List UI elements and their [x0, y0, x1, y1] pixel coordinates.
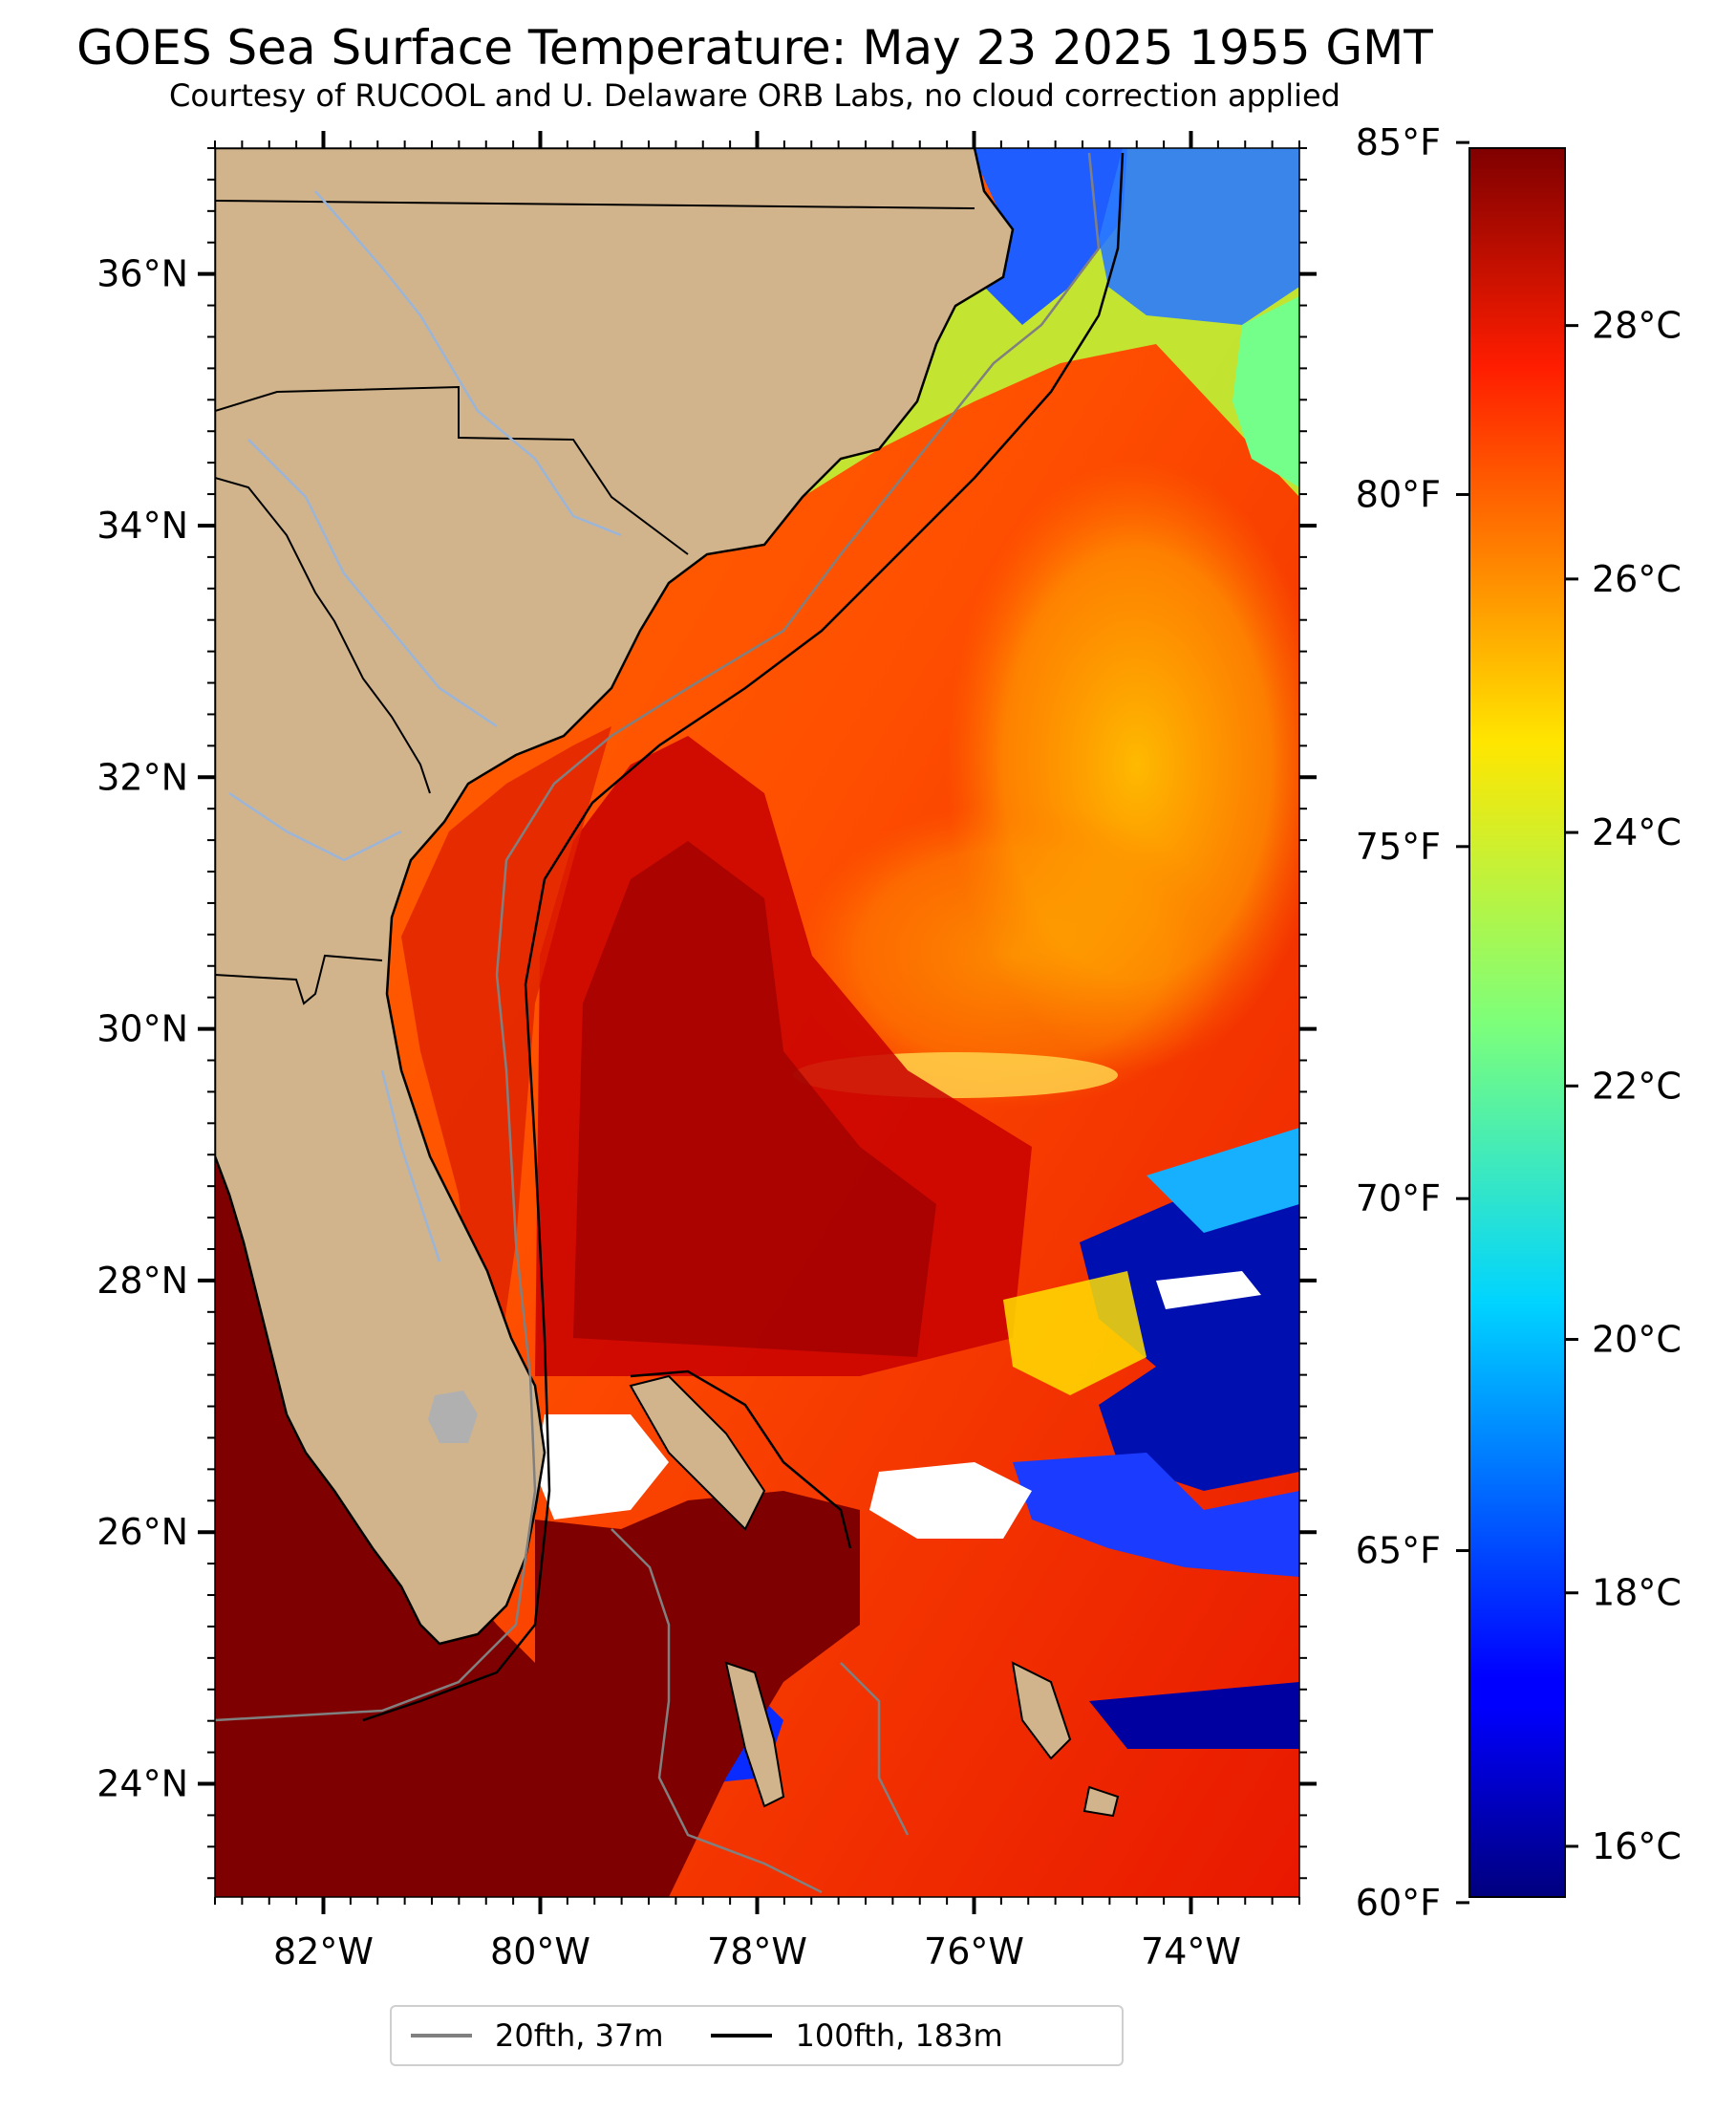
lat-label: 24°N [96, 1763, 188, 1805]
state-border [215, 477, 431, 794]
warm-eddy [793, 803, 1232, 1109]
map-subtitle: Courtesy of RUCOOL and U. Delaware ORB L… [169, 77, 1340, 114]
no-data-region [1156, 1271, 1261, 1309]
no-data-region [535, 1414, 669, 1520]
gulf-stream-core [573, 841, 936, 1357]
cool-water-region [1003, 1271, 1147, 1395]
cloud-contaminated-region [1013, 1453, 1299, 1577]
lon-label: 74°W [1141, 1930, 1241, 1973]
legend-line-swatch [711, 2034, 773, 2038]
lon-label: 78°W [707, 1930, 807, 1973]
cold-water-region [970, 148, 1127, 325]
bahamas-island [724, 1661, 785, 1808]
celsius-label: 22°C [1592, 1065, 1682, 1107]
fahrenheit-label: 80°F [1356, 473, 1441, 515]
river [380, 1069, 441, 1262]
isobath-legend: 20fth, 37m 100fth, 183m [390, 2005, 1124, 2066]
isobath-100fth [630, 1369, 852, 1549]
coastal-water [401, 726, 611, 1376]
lat-label: 30°N [96, 1008, 188, 1050]
state-border [215, 200, 975, 209]
lon-label: 80°W [490, 1930, 590, 1973]
legend-line-swatch [411, 2034, 472, 2038]
fahrenheit-label: 65°F [1356, 1530, 1441, 1572]
fahrenheit-label: 85°F [1356, 121, 1441, 163]
celsius-label: 18°C [1592, 1572, 1682, 1614]
celsius-label: 28°C [1592, 305, 1682, 347]
lon-label: 82°W [273, 1930, 374, 1973]
celsius-label: 24°C [1592, 811, 1682, 853]
state-border [215, 954, 383, 1005]
legend-item-20fth: 20fth, 37m [411, 2017, 663, 2054]
bahamas-bank-water [535, 1491, 860, 1897]
celsius-label: 20°C [1592, 1319, 1682, 1361]
lake-okeechobee [428, 1391, 478, 1443]
river [228, 791, 402, 862]
fahrenheit-label: 70°F [1356, 1177, 1441, 1219]
isobath-20fth [215, 152, 1101, 1722]
isobath-20fth [611, 1528, 823, 1894]
map-axes: 36°N 34°N 32°N 30°N 28°N 26°N 24°N 82°W 80°W 78°W… [96, 131, 1317, 1973]
map-title: GOES Sea Surface Temperature: May 23 202… [76, 20, 1433, 75]
bahamas-island [1011, 1661, 1072, 1760]
legend-label: 100fth, 183m [795, 2017, 1003, 2054]
lat-label: 36°N [96, 253, 188, 295]
celsius-label: 16°C [1592, 1825, 1682, 1867]
lat-label: 26°N [96, 1511, 188, 1553]
state-border [215, 385, 689, 555]
lat-label: 32°N [96, 756, 188, 798]
isobath-100fth [362, 152, 1125, 1722]
legend-label: 20fth, 37m [495, 2017, 664, 2054]
colorbar-axes: 28°C 26°C 24°C 22°C 20°C 18°C 16°C 85°F 80°F 75°F… [1356, 121, 1682, 1924]
cloud-contaminated-region [1089, 1682, 1299, 1749]
cool-water-region [1232, 296, 1299, 487]
no-data-region [869, 1462, 1032, 1539]
bahamas-island [1082, 1785, 1120, 1818]
river [314, 190, 622, 537]
bahamas-island [629, 1374, 766, 1531]
lat-label: 28°N [96, 1260, 188, 1302]
isobath-20fth [840, 1662, 910, 1836]
colorbar [1468, 147, 1566, 1898]
lon-label: 76°W [924, 1930, 1024, 1973]
fahrenheit-label: 75°F [1356, 826, 1441, 868]
river [247, 439, 498, 728]
legend-item-100fth: 100fth, 183m [711, 2017, 1003, 2054]
lat-label: 34°N [96, 505, 188, 547]
fahrenheit-label: 60°F [1356, 1882, 1441, 1924]
celsius-label: 26°C [1592, 558, 1682, 600]
us-landmass [215, 148, 1015, 1646]
cloud-contaminated-region [1080, 1147, 1299, 1491]
cool-water-region [1147, 1128, 1299, 1233]
cold-water-region [1099, 148, 1299, 325]
